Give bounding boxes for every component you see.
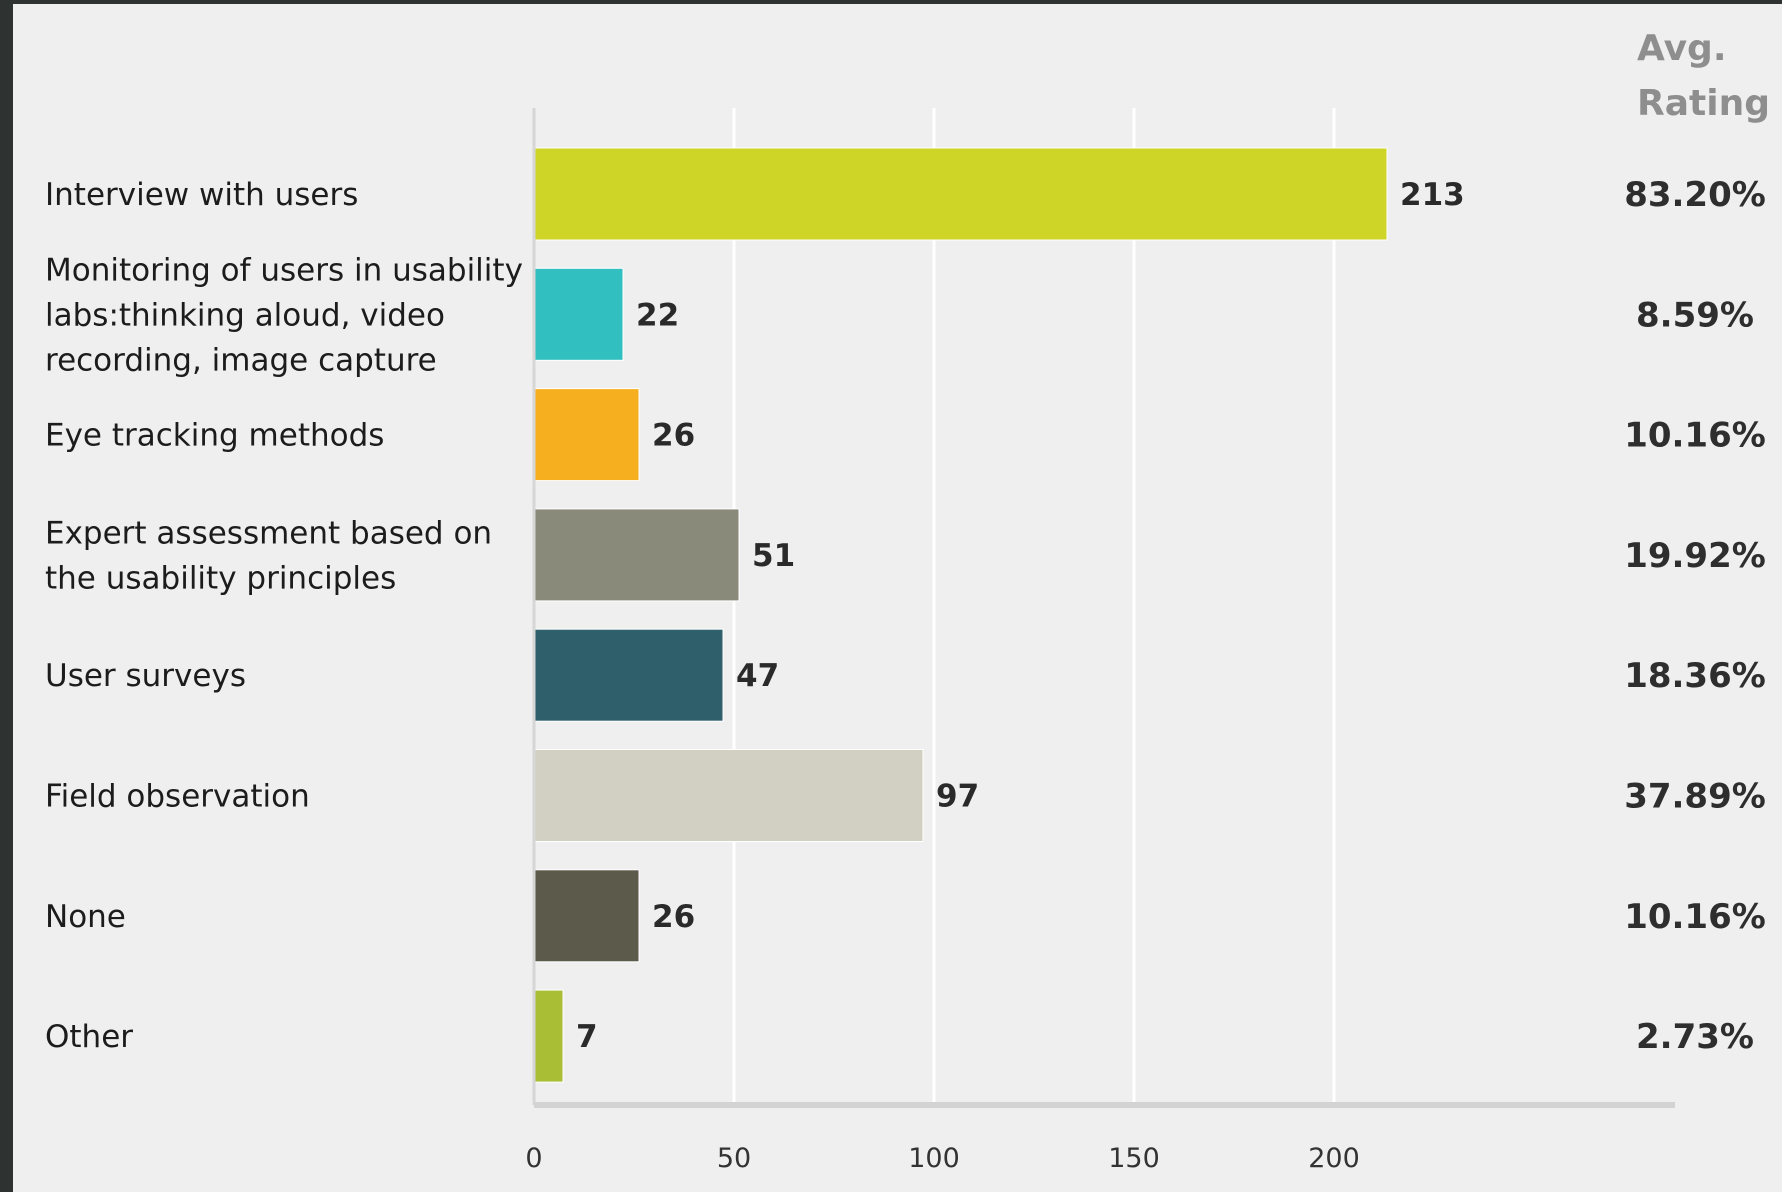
category-label-line: Expert assessment based on [45,515,492,551]
x-tick-label: 100 [908,1143,960,1174]
bar [534,388,640,482]
category-label-line: Other [45,1019,133,1055]
avg-rating-value: 2.73% [1636,1017,1754,1057]
category-label: Field observation [45,779,310,815]
category-label-line: labs:thinking aloud, video [45,297,445,333]
bar-value-label: 47 [736,658,779,694]
bars [534,147,1388,1083]
category-label: None [45,899,126,935]
avg-rating-value: 37.89% [1624,777,1766,817]
chart-frame: 0 50 100 150 200 Interview with users Monitor… [13,4,1782,1192]
avg-rating-value: 18.36% [1624,656,1766,696]
avg-rating-column: 83.20% 8.59% 10.16% 19.92% 18.36% 37.89% 10.16… [1624,28,1770,1057]
x-tick-label: 50 [717,1143,751,1174]
x-axis: 0 50 100 150 200 [525,108,1675,1174]
category-label-line: User surveys [45,658,246,694]
bar [534,147,1388,241]
avg-rating-header: Rating [1637,83,1770,124]
category-label-line: recording, image capture [45,342,437,378]
avg-rating-value: 10.16% [1624,897,1766,937]
category-label-line: Eye tracking methods [45,418,384,454]
category-label: User surveys [45,658,246,694]
bar-value-label: 22 [636,297,679,333]
avg-rating-value: 19.92% [1624,536,1766,576]
bar [534,628,724,722]
category-label: Monitoring of users in usability labs:thi… [45,252,523,378]
avg-rating-header: Avg. [1637,28,1727,69]
grid-lines [732,108,1336,1105]
x-tick-label: 0 [525,1143,542,1174]
bar [534,749,924,842]
bar [534,989,564,1083]
category-label-line: Field observation [45,779,310,815]
category-label: Other [45,1019,133,1055]
bar-value-label: 26 [652,899,695,935]
category-label: Expert assessment based on the usability … [45,515,492,596]
bar-value-label: 7 [576,1019,598,1055]
bar-value-label: 26 [652,418,695,454]
category-label-line: Monitoring of users in usability [45,252,523,288]
bar-value-label: 51 [752,538,795,574]
bar [534,267,624,361]
category-labels: Interview with users Monitoring of users … [45,177,523,1055]
category-label: Interview with users [45,177,358,213]
x-tick-label: 150 [1108,1143,1160,1174]
x-tick-label: 200 [1308,1143,1360,1174]
bar [534,508,740,602]
value-labels: 213 22 26 51 47 97 26 7 [576,177,1465,1055]
category-label-line: the usability principles [45,560,396,596]
bar-value-label: 213 [1400,177,1465,213]
category-label: Eye tracking methods [45,418,384,454]
avg-rating-value: 10.16% [1624,416,1766,456]
avg-rating-value: 83.20% [1624,175,1766,215]
bar-value-label: 97 [936,779,979,815]
avg-rating-value: 8.59% [1636,295,1754,335]
category-label-line: None [45,899,126,935]
category-label-line: Interview with users [45,177,358,213]
bar-chart: 0 50 100 150 200 Interview with users Monitor… [45,28,1770,1174]
bar [534,869,640,963]
